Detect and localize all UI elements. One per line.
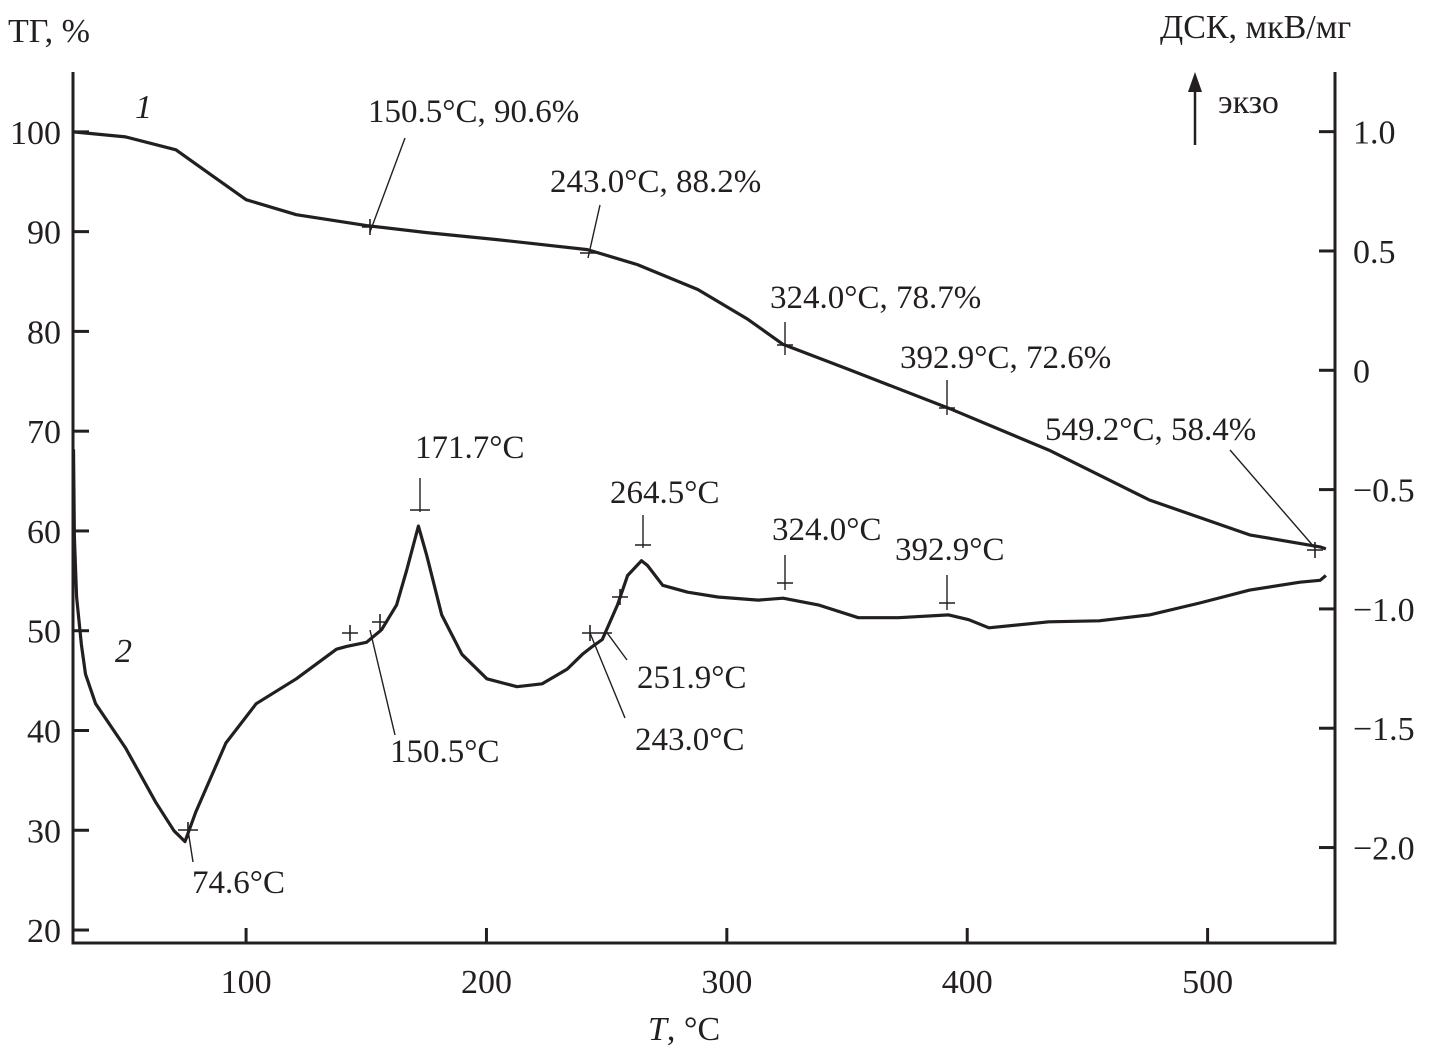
leader-lines bbox=[187, 137, 1316, 863]
y-left-axis-title: ТГ, % bbox=[8, 13, 90, 50]
x-axis-title: T, °C bbox=[648, 1011, 720, 1048]
y-right-tick-label: −0.5 bbox=[1353, 473, 1415, 510]
y-left-tick-label: 30 bbox=[27, 813, 61, 850]
y-left-tick-label: 100 bbox=[10, 115, 61, 152]
y-right-tick-label: −1.5 bbox=[1353, 711, 1415, 748]
x-tick-label: 500 bbox=[1182, 964, 1233, 1001]
x-axis-unit: , °C bbox=[667, 1011, 720, 1048]
annotation-tg-243: 243.0°C, 88.2% bbox=[550, 164, 761, 200]
x-tick-label: 100 bbox=[221, 964, 272, 1001]
annotation-dsc-243: 243.0°C bbox=[635, 722, 744, 758]
x-tick-label: 400 bbox=[942, 964, 993, 1001]
curves bbox=[71, 130, 1327, 844]
x-tick-label: 300 bbox=[701, 964, 752, 1001]
y-left-tick-label: 20 bbox=[27, 913, 61, 950]
point-markers bbox=[178, 219, 1323, 838]
y-right-tick-label: 1.0 bbox=[1353, 115, 1396, 152]
x-tick-label: 200 bbox=[461, 964, 512, 1001]
y-left-tick-label: 70 bbox=[27, 414, 61, 451]
y-right-tick-label: −1.0 bbox=[1353, 592, 1415, 629]
annotation-dsc-150: 150.5°C bbox=[390, 734, 499, 770]
annotation-tg-324: 324.0°C, 78.7% bbox=[770, 280, 981, 316]
y-right-tick-label: 0 bbox=[1353, 353, 1370, 390]
y-right-tick-label: −2.0 bbox=[1353, 831, 1415, 868]
annotation-dsc-264: 264.5°C bbox=[610, 475, 719, 511]
y-left-tick-label: 50 bbox=[27, 614, 61, 651]
annotation-dsc-172: 171.7°C bbox=[415, 430, 524, 466]
exo-arrow-icon bbox=[1188, 72, 1202, 145]
annotation-dsc-393: 392.9°C bbox=[895, 532, 1004, 568]
tick-marks: 100 200 300 400 50010090807060504030201.00.5… bbox=[10, 115, 1415, 1001]
annotation-tg-150: 150.5°C, 90.6% bbox=[368, 94, 579, 130]
series-label-1: 1 bbox=[135, 89, 152, 126]
y-left-tick-label: 60 bbox=[27, 514, 61, 551]
y-right-tick-label: 0.5 bbox=[1353, 234, 1396, 271]
series-label-2: 2 bbox=[115, 633, 132, 670]
annotation-tg-393: 392.9°C, 72.6% bbox=[900, 340, 1111, 376]
tg-curve bbox=[73, 130, 1327, 551]
exo-label: экзо bbox=[1218, 84, 1279, 121]
y-left-tick-label: 40 bbox=[27, 713, 61, 750]
y-left-tick-label: 80 bbox=[27, 314, 61, 351]
annotations: 150.5°C, 90.6% 243.0°C, 88.2% 324.0°C, 7… bbox=[178, 94, 1323, 901]
annotation-dsc-252: 251.9°C bbox=[637, 660, 746, 696]
dsc-curve bbox=[71, 449, 1327, 844]
annotation-tg-549: 549.2°C, 58.4% bbox=[1045, 412, 1256, 448]
x-axis-var: T bbox=[648, 1011, 669, 1048]
annotation-dsc-324: 324.0°C bbox=[772, 512, 881, 548]
annotation-dsc-74: 74.6°C bbox=[192, 865, 285, 901]
y-right-axis-title: ДСК, мкВ/мг bbox=[1160, 9, 1351, 46]
y-left-tick-label: 90 bbox=[27, 215, 61, 252]
